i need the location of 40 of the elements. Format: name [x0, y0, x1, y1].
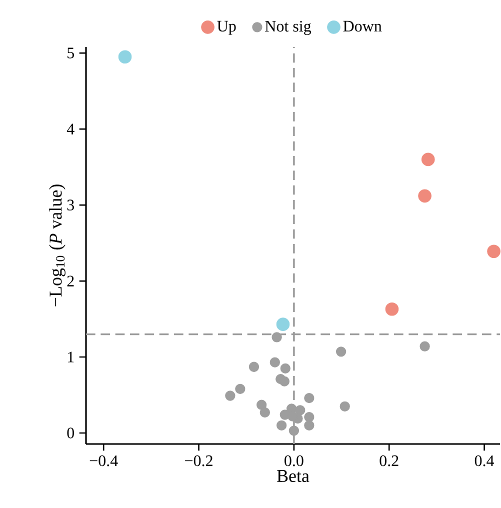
point	[295, 405, 306, 416]
y-tick-label: 0	[67, 428, 74, 438]
point	[225, 390, 236, 401]
point	[418, 189, 432, 203]
y-tick-label: 5	[68, 48, 74, 58]
point	[279, 376, 290, 386]
x-tick-label: 0.0	[284, 455, 304, 466]
legend-label: Not sig	[265, 20, 312, 35]
x-axis-title: Beta	[277, 470, 310, 482]
y-tick-label: 2	[67, 276, 74, 286]
point	[256, 400, 267, 410]
legend-label: Down	[343, 20, 382, 32]
point	[422, 152, 435, 166]
point	[249, 362, 260, 372]
point	[276, 420, 287, 430]
point	[118, 50, 132, 64]
x-tick-label: 0.4	[475, 455, 494, 466]
point	[270, 357, 280, 368]
point	[336, 346, 346, 357]
point	[304, 392, 314, 404]
point	[385, 302, 399, 316]
x-tick-label: −0.4	[90, 455, 118, 466]
point	[280, 363, 291, 374]
point	[260, 407, 270, 418]
point	[340, 401, 350, 412]
point	[235, 384, 246, 394]
point	[304, 412, 314, 422]
y-tick-label: 3	[68, 200, 74, 210]
x-tick-label: 0.2	[380, 455, 398, 466]
y-tick-label: 4	[67, 124, 74, 134]
point	[288, 411, 298, 422]
y-tick-label: 1	[68, 352, 74, 362]
point	[420, 341, 430, 352]
legend-label: Up	[217, 20, 236, 35]
y-axis-title: −Log$_{10}$ (P value)	[49, 184, 66, 306]
point	[304, 420, 314, 430]
point	[276, 318, 290, 331]
point	[288, 426, 300, 436]
x-tick-label: −0.2	[185, 455, 213, 466]
point	[272, 332, 282, 342]
